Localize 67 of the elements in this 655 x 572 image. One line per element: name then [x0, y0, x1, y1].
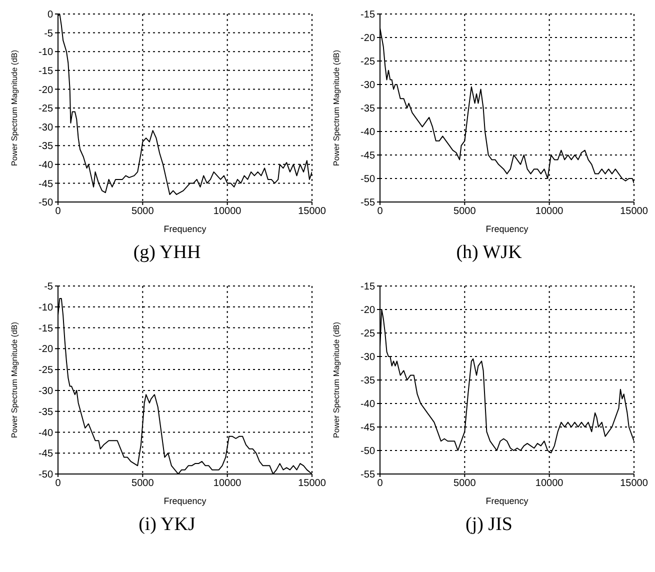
y-tick-label: -50	[38, 198, 54, 209]
y-tick-label: -50	[360, 446, 376, 458]
y-tick-label: -40	[360, 127, 376, 138]
y-tick-label: -55	[360, 198, 376, 209]
text: (h) WJK	[455, 242, 523, 264]
y-axis-title: Power Spectrum Magnitude (dB)	[10, 50, 19, 166]
y-tick-label: -10	[38, 302, 54, 314]
y-tick-label: -50	[38, 470, 54, 481]
x-tick-label: 0	[377, 478, 384, 490]
x-axis-title: Frequency	[486, 496, 529, 506]
y-tick-label: -45	[360, 150, 376, 162]
x-tick-label: 5000	[454, 206, 476, 218]
y-tick-label: -40	[38, 160, 54, 171]
y-tick-label: -15	[360, 10, 376, 21]
y-axis-title: Power Spectrum Magnitude (dB)	[332, 322, 341, 438]
y-tick-label: -20	[360, 33, 376, 44]
y-tick-label: -35	[360, 104, 376, 115]
x-tick-label: 0	[55, 206, 62, 218]
y-tick-label: -45	[38, 448, 54, 460]
y-axis-title: Power Spectrum Magnitude (dB)	[10, 322, 19, 438]
x-tick-label: 0	[377, 206, 384, 218]
x-axis-title: Frequency	[486, 224, 529, 234]
x-tick-label: 10000	[535, 206, 564, 218]
x-tick-label: 15000	[620, 206, 648, 218]
y-tick-label: -40	[38, 428, 54, 439]
x-tick-label: 5000	[132, 206, 154, 218]
x-axis-title: Frequency	[164, 224, 207, 234]
x-tick-label: 10000	[535, 478, 564, 490]
y-tick-label: -50	[360, 174, 376, 186]
x-tick-label: 15000	[620, 478, 648, 490]
y-tick-label: -45	[38, 178, 54, 190]
text: (g) YHH	[132, 242, 202, 264]
text: (i) YKJ	[138, 514, 196, 536]
y-tick-label: -30	[38, 386, 54, 397]
y-tick-label: -10	[38, 47, 54, 58]
x-tick-label: 15000	[298, 478, 326, 490]
y-tick-label: -5	[44, 282, 54, 293]
y-tick-label: -45	[360, 422, 376, 434]
x-tick-label: 5000	[454, 478, 476, 490]
y-tick-label: -40	[360, 399, 376, 410]
y-tick-label: -20	[38, 84, 54, 96]
x-tick-label: 10000	[213, 478, 242, 490]
y-tick-label: -25	[38, 365, 54, 376]
x-tick-label: 5000	[132, 478, 154, 490]
y-tick-label: -25	[38, 104, 54, 115]
y-tick-label: -15	[38, 323, 54, 334]
x-tick-label: 10000	[213, 206, 242, 218]
y-tick-label: -35	[360, 376, 376, 387]
y-axis-title: Power Spectrum Magnitude (dB)	[332, 50, 341, 166]
y-tick-label: 0	[47, 10, 54, 21]
y-tick-label: -25	[360, 56, 376, 68]
y-tick-label: -15	[38, 66, 54, 77]
x-tick-label: 15000	[298, 206, 326, 218]
x-axis-title: Frequency	[164, 496, 207, 506]
y-tick-label: -30	[360, 352, 376, 364]
y-tick-label: -35	[38, 141, 54, 152]
y-tick-label: -55	[360, 470, 376, 481]
y-tick-label: -20	[360, 305, 376, 316]
y-tick-label: -15	[360, 282, 376, 293]
y-tick-label: -20	[38, 344, 54, 356]
y-tick-label: -30	[360, 80, 376, 92]
y-tick-label: -25	[360, 328, 376, 340]
y-tick-label: -35	[38, 406, 54, 418]
text: (j) JIS	[464, 514, 514, 536]
y-tick-label: -30	[38, 122, 54, 134]
y-tick-label: -5	[44, 28, 54, 40]
x-tick-label: 0	[55, 478, 62, 490]
